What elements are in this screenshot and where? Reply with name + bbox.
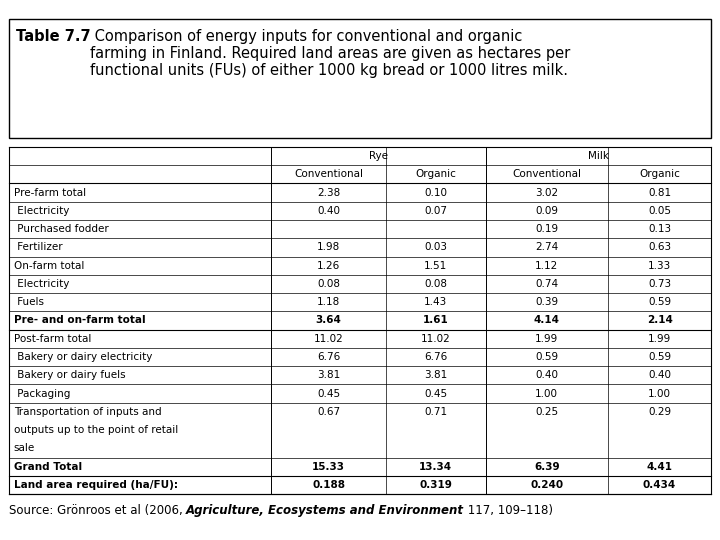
- Text: 4.41: 4.41: [647, 462, 672, 471]
- Text: 0.40: 0.40: [535, 370, 558, 380]
- Text: 2.38: 2.38: [317, 187, 340, 198]
- Text: 0.40: 0.40: [648, 370, 671, 380]
- Text: 0.08: 0.08: [317, 279, 340, 289]
- Text: Agriculture, Ecosystems and Environment: Agriculture, Ecosystems and Environment: [186, 504, 464, 517]
- Text: Milk: Milk: [588, 151, 609, 161]
- Text: 0.03: 0.03: [424, 242, 447, 252]
- Text: 0.40: 0.40: [317, 206, 340, 216]
- Text: 1.61: 1.61: [423, 315, 449, 326]
- Text: 0.25: 0.25: [535, 407, 558, 417]
- Text: 0.10: 0.10: [424, 187, 447, 198]
- Text: Conventional: Conventional: [294, 170, 363, 179]
- Text: 3.64: 3.64: [315, 315, 341, 326]
- Text: 0.29: 0.29: [648, 407, 671, 417]
- Text: 0.05: 0.05: [648, 206, 671, 216]
- Text: 1.00: 1.00: [535, 389, 558, 399]
- Text: 0.08: 0.08: [424, 279, 447, 289]
- Text: 1.43: 1.43: [424, 297, 447, 307]
- Text: 6.76: 6.76: [317, 352, 340, 362]
- Text: 1.51: 1.51: [424, 261, 447, 271]
- Text: Rye: Rye: [369, 151, 388, 161]
- Text: Land area required (ha/FU):: Land area required (ha/FU):: [14, 480, 178, 490]
- Text: Organic: Organic: [639, 170, 680, 179]
- Text: 0.59: 0.59: [535, 352, 558, 362]
- Text: Conventional: Conventional: [512, 170, 581, 179]
- Text: Grand Total: Grand Total: [14, 462, 82, 471]
- Text: Organic: Organic: [415, 170, 456, 179]
- Text: 0.19: 0.19: [535, 224, 558, 234]
- Text: 0.09: 0.09: [535, 206, 558, 216]
- Text: 0.45: 0.45: [317, 389, 340, 399]
- Text: Purchased fodder: Purchased fodder: [14, 224, 109, 234]
- Text: 0.59: 0.59: [648, 352, 671, 362]
- Text: Bakery or dairy fuels: Bakery or dairy fuels: [14, 370, 125, 380]
- Text: 1.99: 1.99: [648, 334, 671, 344]
- Text: 0.319: 0.319: [419, 480, 452, 490]
- Text: 15.33: 15.33: [312, 462, 345, 471]
- Text: Electricity: Electricity: [14, 206, 69, 216]
- Text: 0.81: 0.81: [648, 187, 671, 198]
- Text: 1.12: 1.12: [535, 261, 559, 271]
- Text: Comparison of energy inputs for conventional and organic
farming in Finland. Req: Comparison of energy inputs for conventi…: [91, 29, 571, 78]
- Text: Table 7.7: Table 7.7: [16, 29, 91, 44]
- Text: 1.98: 1.98: [317, 242, 340, 252]
- Text: 0.13: 0.13: [648, 224, 671, 234]
- Text: 0.434: 0.434: [643, 480, 676, 490]
- Text: 0.188: 0.188: [312, 480, 345, 490]
- Text: 1.00: 1.00: [648, 389, 671, 399]
- Text: Post-farm total: Post-farm total: [14, 334, 91, 344]
- Text: 1.18: 1.18: [317, 297, 340, 307]
- Text: Pre-farm total: Pre-farm total: [14, 187, 86, 198]
- Text: 3.02: 3.02: [535, 187, 558, 198]
- Text: 1.33: 1.33: [648, 261, 671, 271]
- Text: 0.59: 0.59: [648, 297, 671, 307]
- Text: 2.14: 2.14: [647, 315, 672, 326]
- Text: 6.39: 6.39: [534, 462, 559, 471]
- Text: 4.14: 4.14: [534, 315, 559, 326]
- Text: 6.76: 6.76: [424, 352, 447, 362]
- Text: 0.39: 0.39: [535, 297, 558, 307]
- Text: 117, 109–118): 117, 109–118): [464, 504, 553, 517]
- Text: 0.240: 0.240: [530, 480, 563, 490]
- Text: 13.34: 13.34: [419, 462, 452, 471]
- Text: Bakery or dairy electricity: Bakery or dairy electricity: [14, 352, 152, 362]
- Text: 0.74: 0.74: [535, 279, 558, 289]
- Text: 0.63: 0.63: [648, 242, 671, 252]
- Text: 1.26: 1.26: [317, 261, 340, 271]
- Text: 0.73: 0.73: [648, 279, 671, 289]
- Text: Transportation of inputs and: Transportation of inputs and: [14, 407, 161, 417]
- Text: Packaging: Packaging: [14, 389, 70, 399]
- Text: 2.74: 2.74: [535, 242, 559, 252]
- Text: Electricity: Electricity: [14, 279, 69, 289]
- Text: 11.02: 11.02: [421, 334, 451, 344]
- Text: 0.45: 0.45: [424, 389, 447, 399]
- Text: Fertilizer: Fertilizer: [14, 242, 63, 252]
- Text: 11.02: 11.02: [314, 334, 343, 344]
- Text: Fuels: Fuels: [14, 297, 44, 307]
- Text: sale: sale: [14, 443, 35, 454]
- Text: 3.81: 3.81: [317, 370, 340, 380]
- Text: 0.67: 0.67: [317, 407, 340, 417]
- Text: 0.71: 0.71: [424, 407, 447, 417]
- Text: On-farm total: On-farm total: [14, 261, 84, 271]
- Text: outputs up to the point of retail: outputs up to the point of retail: [14, 425, 178, 435]
- Text: Source: Grönroos et al (2006,: Source: Grönroos et al (2006,: [9, 504, 186, 517]
- Text: 3.81: 3.81: [424, 370, 447, 380]
- Text: 0.07: 0.07: [424, 206, 447, 216]
- Text: Pre- and on-farm total: Pre- and on-farm total: [14, 315, 145, 326]
- Text: 1.99: 1.99: [535, 334, 559, 344]
